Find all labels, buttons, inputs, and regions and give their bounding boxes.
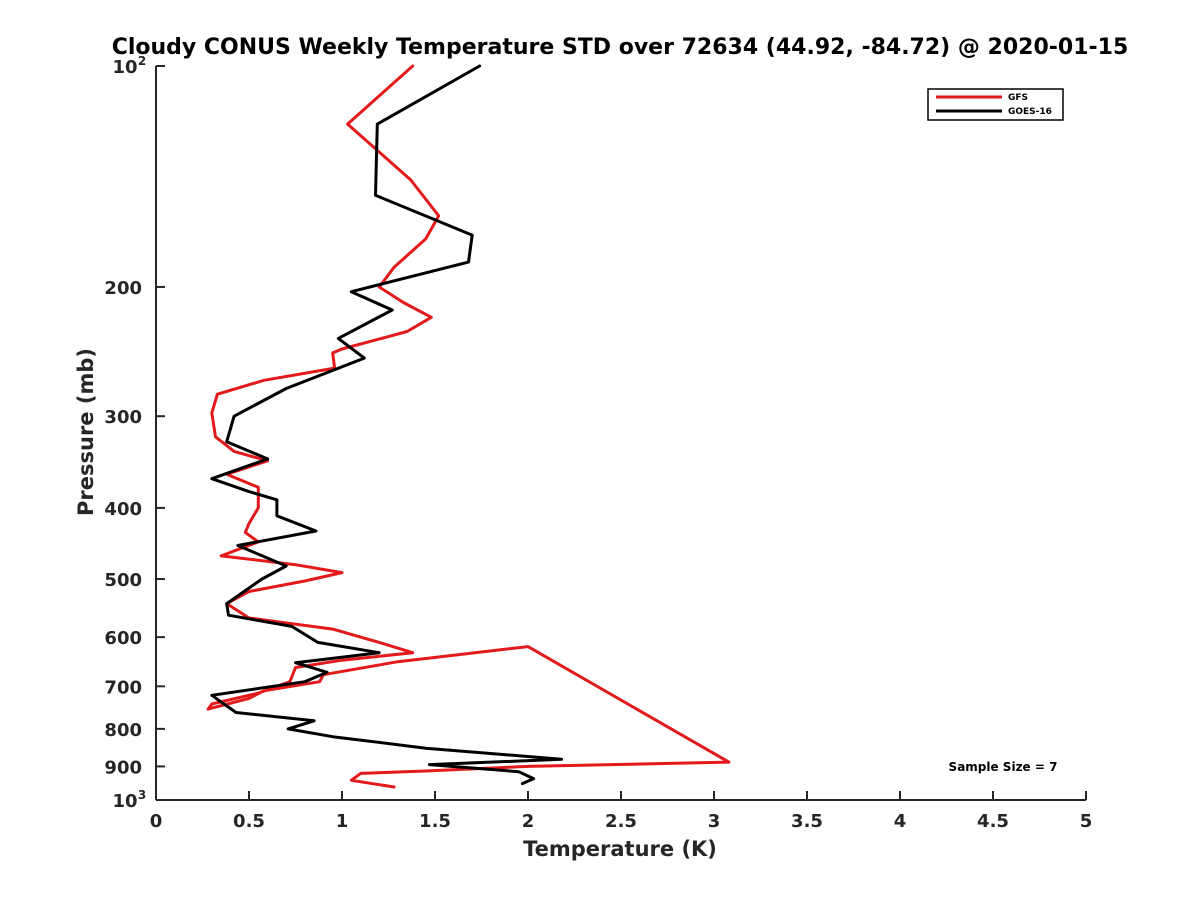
x-tick-label: 2	[522, 811, 535, 832]
legend-box	[927, 88, 1064, 121]
x-tick-label: 0	[150, 811, 163, 832]
x-tick-label: 3	[708, 811, 721, 832]
y-tick-label: 300	[104, 407, 142, 428]
legend-label-goes-16: GOES-16	[1008, 107, 1052, 117]
series-line-goes-16	[210, 64, 563, 786]
y-tick-label: 600	[104, 628, 142, 649]
y-tick-label: 200	[104, 278, 142, 299]
chart-title: Cloudy CONUS Weekly Temperature STD over…	[112, 35, 1129, 60]
sample-size-annotation: Sample Size = 7	[949, 760, 1058, 774]
svg-text:10: 10	[112, 791, 137, 812]
x-tick-label: 1	[336, 811, 349, 832]
y-tick-label: 10 3	[112, 788, 146, 812]
svg-text:2: 2	[138, 54, 146, 68]
series-layer	[206, 64, 731, 789]
y-tick-label: 10 2	[112, 54, 146, 78]
x-tick-label: 0.5	[233, 811, 265, 832]
y-tick-label: 400	[104, 499, 142, 520]
x-tick-label: 1.5	[419, 811, 451, 832]
x-tick-label: 4.5	[977, 811, 1009, 832]
svg-text:3: 3	[138, 788, 146, 802]
legend: GFS GOES-16	[927, 88, 1064, 121]
x-tick-label: 2.5	[605, 811, 637, 832]
y-tick-label: 800	[104, 720, 142, 741]
y-tick-label: 900	[104, 757, 142, 778]
y-tick-label: 500	[104, 570, 142, 591]
y-tick-label: 700	[104, 677, 142, 698]
legend-label-gfs: GFS	[1008, 93, 1028, 103]
x-axis-label: Temperature (K)	[523, 837, 717, 861]
axes-layer: 0 0.5 1 1.5 2 2.5 3 3.5 4 4.5 510 22003004005006007…	[104, 54, 1092, 832]
y-axis-label: Pressure (mb)	[74, 348, 98, 516]
x-tick-label: 4	[894, 811, 907, 832]
x-tick-label: 3.5	[791, 811, 823, 832]
svg-text:10: 10	[112, 57, 137, 78]
series-line-gfs	[206, 64, 731, 789]
x-tick-label: 5	[1080, 811, 1093, 832]
